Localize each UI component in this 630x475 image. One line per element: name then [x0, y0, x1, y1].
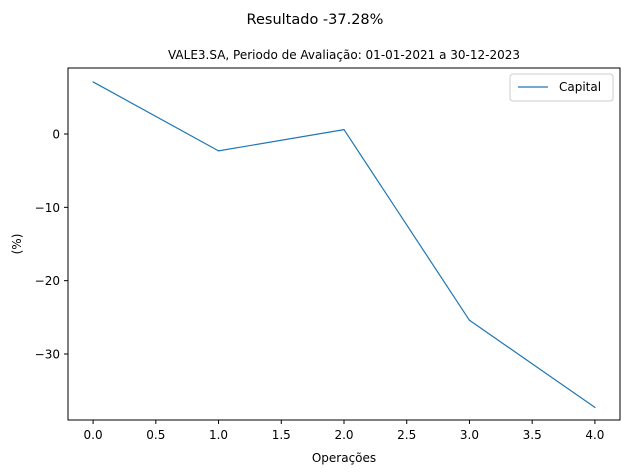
series-layer	[92, 81, 596, 408]
x-tick-label: 4.0	[585, 428, 604, 442]
y-axis-ticks: 0 −10 −20 −30	[35, 128, 68, 362]
x-tick-label: 0.0	[84, 428, 103, 442]
x-tick-label: 3.0	[460, 428, 479, 442]
x-tick-label: 1.5	[272, 428, 291, 442]
x-tick-label: 2.0	[334, 428, 353, 442]
chart-subtitle: VALE3.SA, Periodo de Avaliação: 01-01-20…	[168, 48, 520, 62]
x-tick-label: 3.5	[523, 428, 542, 442]
data-point	[92, 81, 94, 83]
y-axis-label: (%)	[10, 234, 24, 255]
y-tick-label: −30	[35, 348, 60, 362]
y-tick-label: −10	[35, 201, 60, 215]
chart-title: Resultado -37.28%	[247, 12, 384, 28]
legend: Capital	[509, 73, 614, 102]
x-tick-label: 0.5	[146, 428, 165, 442]
x-tick-label: 1.0	[209, 428, 228, 442]
x-axis-label: Operações	[312, 451, 376, 465]
data-point	[217, 150, 220, 152]
x-axis-ticks: 0.0 0.5 1.0 1.5 2.0 2.5 3.0 3.5 4.0	[84, 420, 604, 442]
plot-frame	[67, 67, 621, 421]
data-point	[594, 406, 596, 408]
data-point	[468, 319, 471, 321]
y-tick-label: −20	[35, 274, 60, 288]
x-tick-label: 2.5	[397, 428, 416, 442]
legend-box	[509, 73, 614, 102]
y-tick-label: 0	[52, 128, 60, 142]
legend-label-capital: Capital	[559, 80, 601, 94]
data-point	[343, 129, 345, 131]
